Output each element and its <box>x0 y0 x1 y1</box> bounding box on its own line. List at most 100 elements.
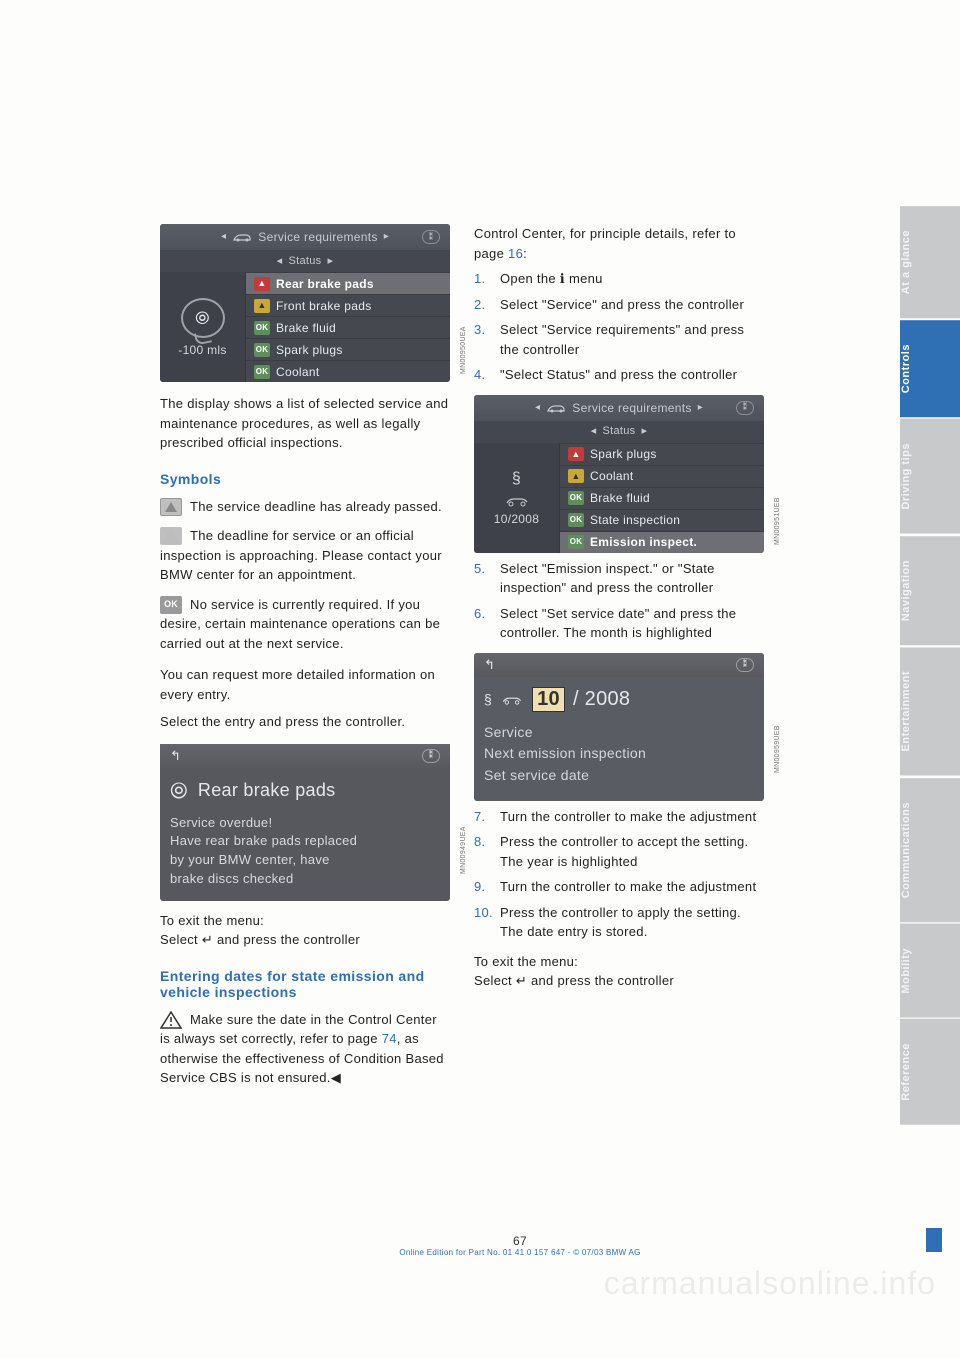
exit2-action: Select ↵ and press the controller <box>474 971 764 991</box>
ok-icon: OK <box>160 596 182 614</box>
fig2-l2: Have rear brake pads replaced <box>170 832 440 851</box>
back-icon: ↰ <box>484 657 495 673</box>
side-tab-reference[interactable]: Reference <box>900 1019 960 1125</box>
dates-heading: Entering dates for state emission and ve… <box>160 968 450 1000</box>
side-tab-at-a-glance[interactable]: At a glance <box>900 206 960 318</box>
step-item: 7. Turn the controller to make the adjust… <box>474 807 764 827</box>
list-item[interactable]: OK Coolant <box>246 360 450 382</box>
exit-menu-1: To exit the menu: Select ↵ and press the… <box>160 911 450 950</box>
fig4-l1: Service <box>484 722 754 744</box>
page-74-link[interactable]: 74 <box>382 1031 397 1046</box>
fig1-sub: Status <box>289 256 322 267</box>
list-item[interactable]: OKState inspection <box>560 509 764 531</box>
symbol-grn-text: No service is currently required. If you… <box>160 597 440 651</box>
list-item[interactable]: OKEmission inspect. <box>560 531 764 553</box>
step-text: Turn the controller to make the adjustme… <box>500 807 756 827</box>
triangle-yellow-icon <box>160 527 182 545</box>
right-column: Control Center, for principle details, r… <box>474 224 764 1088</box>
left-column: ◂ Service requirements ▸ ⁑ ◂Status▸ ⦾ -1… <box>160 224 450 1088</box>
fig-service-status-1: ◂ Service requirements ▸ ⁑ ◂Status▸ ⦾ -1… <box>160 224 450 382</box>
triangle-icon: ▲ <box>254 277 270 291</box>
steps-5-6: 5.Select "Emission inspect." or "State i… <box>474 559 764 643</box>
fig-service-status-2: ◂ Service requirements ▸ ⁑ ◂Status▸ § 10… <box>474 395 764 553</box>
joystick-icon: ⁑ <box>422 230 440 244</box>
list-item-label: Front brake pads <box>276 300 372 312</box>
step-text: "Select Status" and press the controller <box>500 365 737 385</box>
fig2-title: Rear brake pads <box>198 780 336 801</box>
fig2-l1: Service overdue! <box>170 814 440 833</box>
fig2-l4: brake discs checked <box>170 870 440 889</box>
list-item[interactable]: ▲ Rear brake pads <box>246 272 450 294</box>
exit-menu-label: To exit the menu: <box>160 911 450 931</box>
list-item-label: Rear brake pads <box>276 278 374 290</box>
step-item: 8.Press the controller to accept the set… <box>474 832 764 871</box>
paragraph-icon: § <box>512 471 521 487</box>
step-number: 2. <box>474 295 492 315</box>
ok-icon: OK <box>254 321 270 335</box>
exit-menu-2: To exit the menu: Select ↵ and press the… <box>474 952 764 991</box>
step-item: 9. Turn the controller to make the adjust… <box>474 877 764 897</box>
fig3-sub: Status <box>603 426 636 437</box>
step-item: 6.Select "Set service date" and press th… <box>474 604 764 643</box>
footer: 67 Online Edition for Part No. 01 41 0 1… <box>160 1234 880 1257</box>
symbols-tail-1: You can request more detailed informatio… <box>160 665 450 704</box>
step-number: 9. <box>474 877 492 897</box>
step-text: Select "Service" and press the controlle… <box>500 295 744 315</box>
ok-icon: OK <box>254 365 270 379</box>
side-tab-driving-tips[interactable]: Driving tips <box>900 419 960 534</box>
step-item: 3.Select "Service requirements" and pres… <box>474 320 764 359</box>
watermark: carmanualsonline.info <box>604 1265 936 1302</box>
side-tab-navigation[interactable]: Navigation <box>900 536 960 645</box>
fig1-title: Service requirements <box>258 231 377 243</box>
step-number: 8. <box>474 832 492 871</box>
list-item-label: Coolant <box>590 470 633 482</box>
exit-menu-action: Select ↵ and press the controller <box>160 930 450 950</box>
list-item-label: Coolant <box>276 366 319 378</box>
side-tab-controls[interactable]: Controls <box>900 320 960 417</box>
joystick-icon: ⁑ <box>422 749 440 763</box>
symbols-heading: Symbols <box>160 471 450 487</box>
list-item[interactable]: OKSpark plugs <box>246 338 450 360</box>
side-tab-communications[interactable]: Communications <box>900 778 960 922</box>
year-label: / 2008 <box>573 688 630 711</box>
exit2-label: To exit the menu: <box>474 952 764 972</box>
fig3-title: Service requirements <box>572 402 691 414</box>
paragraph-icon: § <box>484 691 492 707</box>
side-tabs: At a glanceControlsDriving tipsNavigatio… <box>900 206 960 1125</box>
step-text: Press the controller to apply the settin… <box>500 903 764 942</box>
list-item[interactable]: OKBrake fluid <box>560 487 764 509</box>
list-item[interactable]: ▲Coolant <box>560 465 764 487</box>
right-intro-b: : <box>523 246 527 261</box>
side-tab-entertainment[interactable]: Entertainment <box>900 647 960 775</box>
list-item-label: Brake fluid <box>276 322 336 334</box>
page-content: ◂ Service requirements ▸ ⁑ ◂Status▸ ⦾ -1… <box>160 224 880 1088</box>
fig1-code: MN00950UEA <box>460 326 467 374</box>
side-tab-mobility[interactable]: Mobility <box>900 924 960 1018</box>
fig2-code: MN00949UEA <box>460 826 467 874</box>
list-item[interactable]: OK Brake fluid <box>246 316 450 338</box>
list-item-label: State inspection <box>590 514 680 526</box>
fig-rear-brake-detail: ↰ ⁑ ⦾ Rear brake pads Service overdue! H… <box>160 744 450 901</box>
fig2-l3: by your BMW center, have <box>170 851 440 870</box>
step-item: 10.Press the controller to apply the set… <box>474 903 764 942</box>
list-item[interactable]: ▲Spark plugs <box>560 443 764 465</box>
month-field[interactable]: 10 <box>532 687 565 712</box>
step-number: 7. <box>474 807 492 827</box>
symbol-red-text: The service deadline has already passed. <box>190 499 442 514</box>
step-text: Select "Emission inspect." or "State ins… <box>500 559 764 598</box>
step-item: 1.Open the ℹ menu <box>474 269 764 289</box>
joystick-icon: ⁑ <box>736 401 754 415</box>
ok-icon: OK <box>568 535 584 549</box>
symbol-grn-line: OK No service is currently required. If … <box>160 595 450 654</box>
step-text: Open the ℹ menu <box>500 269 603 289</box>
footer-line: Online Edition for Part No. 01 41 0 157 … <box>160 1248 880 1257</box>
page-16-link[interactable]: 16 <box>508 246 523 261</box>
step-number: 5. <box>474 559 492 598</box>
list-item[interactable]: ▲Front brake pads <box>246 294 450 316</box>
step-number: 6. <box>474 604 492 643</box>
step-text: Turn the controller to make the adjustme… <box>500 877 756 897</box>
warning-icon <box>160 1011 182 1029</box>
ok-icon: OK <box>254 343 270 357</box>
symbol-yel-line: The deadline for service or an official … <box>160 526 450 585</box>
fig3-code: MN00951UEB <box>774 497 781 545</box>
